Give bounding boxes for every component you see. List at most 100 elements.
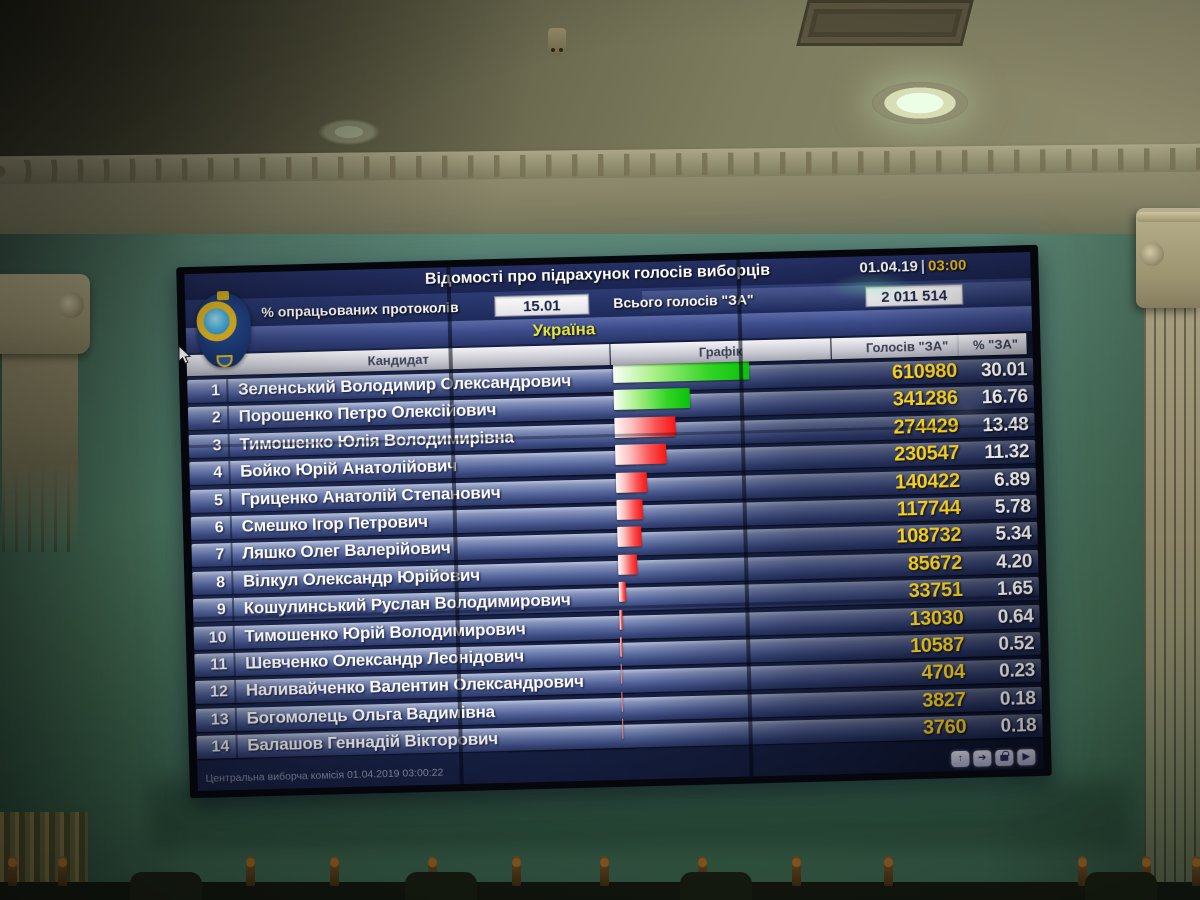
- column-header-pct: % "ЗА": [958, 333, 1027, 356]
- videowall-display: Відомості про підрахунок голосів виборці…: [176, 244, 1052, 799]
- row-number: 1: [187, 379, 229, 404]
- vote-bar-cell: [613, 471, 833, 502]
- mouse-cursor: [178, 346, 192, 365]
- row-number: 13: [195, 707, 237, 732]
- pct-value: 11.32: [984, 441, 1030, 464]
- votes-value: 85672: [907, 551, 963, 576]
- chair-finial: [884, 856, 893, 886]
- vote-bar: [617, 554, 638, 575]
- chair-back: [405, 872, 477, 900]
- vote-bar-cell: [616, 609, 836, 639]
- row-number: 5: [190, 488, 232, 513]
- votes-value: 3827: [922, 688, 966, 712]
- row-number: 14: [196, 735, 238, 760]
- pilaster-right-capital: [1136, 208, 1200, 308]
- chair-finial: [58, 856, 67, 886]
- votes-value: 10587: [909, 633, 965, 658]
- protocols-value-box: 15.01: [494, 293, 590, 317]
- pilaster-left-capital: [0, 274, 90, 354]
- pct-value: 30.01: [980, 359, 1028, 382]
- lock-icon: [1000, 754, 1009, 761]
- smoke-detector: [548, 28, 566, 56]
- row-number: 7: [191, 543, 233, 568]
- vote-bar-cell: [611, 416, 831, 447]
- chair-back: [680, 872, 752, 900]
- vote-bar: [619, 609, 623, 630]
- vote-bar-cell: [612, 443, 832, 474]
- column-header-graph: Графік: [610, 338, 831, 366]
- ceiling-vent: [796, 0, 974, 46]
- total-votes-box: 2 011 514: [864, 283, 964, 307]
- vote-bar-cell: [618, 664, 838, 693]
- vote-bar: [613, 388, 691, 411]
- lock-button[interactable]: [995, 749, 1014, 767]
- row-number: 2: [187, 406, 230, 431]
- pct-value: 0.18: [1000, 715, 1037, 738]
- play-button[interactable]: ▶: [1017, 749, 1036, 766]
- status-text: Центральна виборча комісія 01.04.2019 03…: [205, 766, 444, 785]
- chair-back: [1085, 872, 1157, 900]
- vote-bar: [622, 718, 624, 739]
- row-number: 4: [189, 461, 231, 486]
- vote-bar: [620, 636, 623, 657]
- date-time-separator: |: [920, 257, 926, 275]
- forward-button[interactable]: ➔: [973, 750, 992, 767]
- votes-value: 117744: [896, 496, 961, 521]
- row-number: 8: [192, 570, 234, 595]
- pct-value: 13.48: [982, 413, 1029, 437]
- pct-value: 0.18: [999, 687, 1036, 710]
- vote-bar: [617, 526, 642, 548]
- ceiling: [0, 0, 1200, 160]
- time-label: 03:00: [927, 256, 967, 275]
- chair-finial: [246, 856, 255, 886]
- vote-bar-cell: [614, 526, 834, 557]
- screen-content: Відомості про підрахунок голосів виборці…: [184, 252, 1044, 791]
- row-number: 3: [188, 433, 230, 458]
- vote-bar: [615, 471, 648, 493]
- column-header-votes: Голосів "ЗА": [831, 334, 959, 360]
- vote-bar-cell: [611, 388, 831, 420]
- recessed-light-dim: [316, 118, 382, 146]
- vote-bar-cell: [614, 499, 834, 529]
- chair-finial: [792, 856, 801, 886]
- pct-value: 16.76: [981, 386, 1029, 409]
- pct-value: 5.78: [994, 496, 1031, 518]
- pct-value: 6.89: [993, 468, 1031, 491]
- vote-bar-cell: [610, 359, 830, 392]
- votes-value: 274429: [893, 414, 959, 439]
- vote-bar: [621, 691, 624, 712]
- pct-value: 0.52: [998, 632, 1035, 655]
- votes-value: 3760: [922, 715, 967, 740]
- row-number: 11: [194, 652, 236, 677]
- results-table: 1 Зеленський Володимир Олександрович 610…: [187, 357, 1043, 763]
- pilaster-left-shaft: [2, 352, 78, 552]
- chair-finial: [330, 856, 339, 886]
- vote-bar: [616, 499, 644, 520]
- cec-emblem-logo: [191, 290, 257, 370]
- votes-value: 230547: [893, 442, 960, 466]
- pct-value: 4.20: [996, 550, 1033, 573]
- vote-bar: [618, 581, 627, 603]
- votes-value: 33751: [908, 579, 964, 603]
- pilaster-right-shaft: [1144, 304, 1200, 900]
- votes-value: 4704: [921, 661, 966, 685]
- votes-value: 108732: [896, 524, 962, 548]
- pct-value: 0.64: [997, 605, 1034, 628]
- row-number: 10: [193, 625, 235, 650]
- vote-bar-cell: [617, 636, 837, 666]
- votes-value: 341286: [892, 387, 959, 412]
- pct-value: 0.23: [998, 660, 1036, 683]
- date-label: 01.04.19: [859, 257, 919, 277]
- row-number: 12: [195, 680, 237, 705]
- row-number: 9: [192, 598, 235, 623]
- chair-back: [130, 872, 202, 900]
- scroll-up-button[interactable]: ↑: [951, 750, 970, 768]
- recessed-light-bright: [872, 82, 968, 124]
- chair-finial: [600, 856, 609, 886]
- chair-finial: [512, 856, 521, 886]
- vote-bar: [614, 416, 677, 438]
- date-time: 01.04.19 | 03:00: [859, 257, 966, 277]
- row-number: 6: [190, 515, 232, 541]
- vote-bar-cell: [619, 718, 839, 748]
